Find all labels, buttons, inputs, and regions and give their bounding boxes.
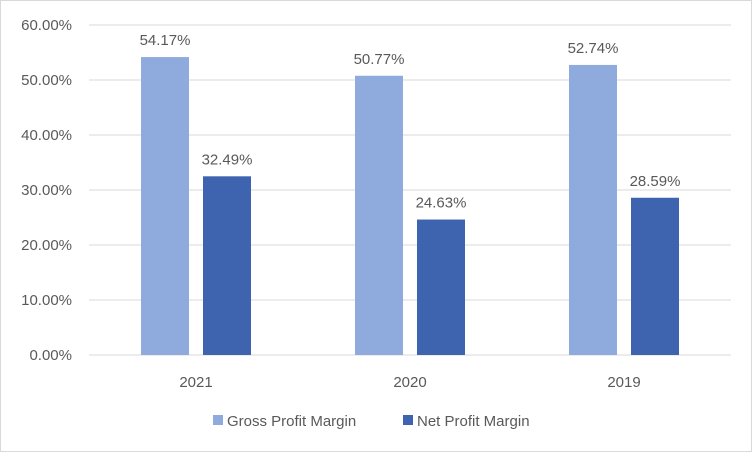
data-label: 54.17% — [140, 32, 191, 49]
y-axis-tick-labels: 0.00% 10.00% 20.00% 30.00% 40.00% 50.00% 60.00… — [21, 17, 72, 364]
bar-gross-profit-margin-2021 — [141, 57, 189, 355]
bar-net-profit-margin-2019 — [631, 197, 679, 355]
x-tick-label: 2019 — [607, 374, 640, 391]
y-tick-label: 60.00% — [21, 17, 72, 34]
bars — [141, 57, 679, 356]
bar-gross-profit-margin-2020 — [355, 75, 403, 355]
y-tick-label: 30.00% — [21, 182, 72, 199]
data-labels: 54.17% 32.49% 50.77% 24.63% 52.74% 28.59% — [140, 32, 681, 211]
y-tick-label: 10.00% — [21, 292, 72, 309]
x-tick-label: 2021 — [179, 374, 212, 391]
bar-net-profit-margin-2021 — [203, 176, 251, 355]
x-tick-label: 2020 — [393, 374, 426, 391]
legend-label: Gross Profit Margin — [227, 413, 356, 430]
data-label: 50.77% — [354, 51, 405, 68]
data-label: 28.59% — [630, 173, 681, 190]
legend-swatch — [213, 415, 223, 425]
y-tick-label: 50.00% — [21, 72, 72, 89]
legend-swatch — [403, 415, 413, 425]
data-label: 24.63% — [416, 195, 467, 212]
gridlines — [89, 24, 731, 356]
bar-gross-profit-margin-2019 — [569, 64, 617, 356]
data-label: 52.74% — [568, 40, 619, 57]
y-tick-label: 0.00% — [29, 347, 72, 364]
legend: Gross Profit Margin Net Profit Margin — [213, 413, 530, 430]
y-tick-label: 40.00% — [21, 127, 72, 144]
y-tick-label: 20.00% — [21, 237, 72, 254]
legend-label: Net Profit Margin — [417, 413, 530, 430]
x-axis-tick-labels: 2021 2020 2019 — [179, 374, 640, 391]
data-label: 32.49% — [202, 151, 253, 168]
bar-net-profit-margin-2020 — [417, 219, 465, 355]
